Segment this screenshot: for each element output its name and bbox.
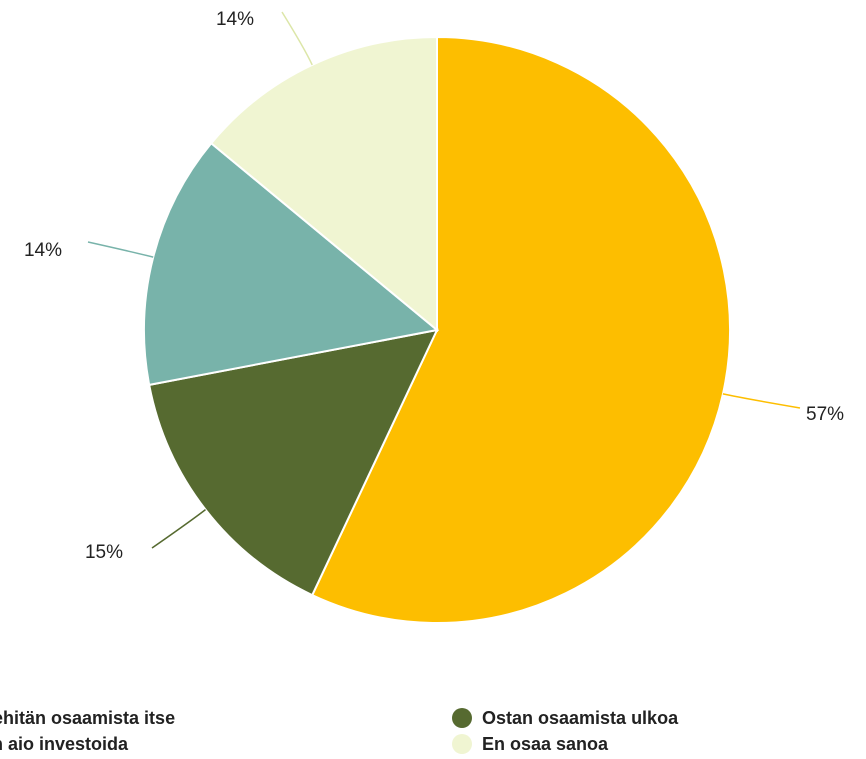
leader-line [722, 393, 801, 409]
pie-slice [148, 328, 439, 597]
pie-slice [143, 141, 440, 387]
data-label: 15% [85, 542, 123, 563]
leader-line [281, 11, 313, 66]
leader-line [151, 509, 206, 549]
data-label: 14% [216, 9, 254, 30]
pie-leader-lines [87, 11, 801, 549]
data-label: 14% [24, 240, 62, 261]
pie-slices [143, 35, 731, 624]
data-label: 57% [806, 404, 844, 425]
legend-label: En osaa sanoa [482, 734, 609, 754]
legend: Kehitän osaamista itse En aio investoida O… [0, 708, 679, 754]
legend-label: En aio investoida [0, 734, 129, 754]
legend-marker [452, 708, 472, 728]
legend-label: Ostan osaamista ulkoa [482, 708, 679, 728]
legend-label: Kehitän osaamista itse [0, 708, 175, 728]
pie-slice [209, 35, 438, 333]
legend-marker [452, 734, 472, 754]
leader-line [87, 241, 154, 258]
pie-data-labels: 57% 15% 14% 14% [24, 9, 844, 563]
